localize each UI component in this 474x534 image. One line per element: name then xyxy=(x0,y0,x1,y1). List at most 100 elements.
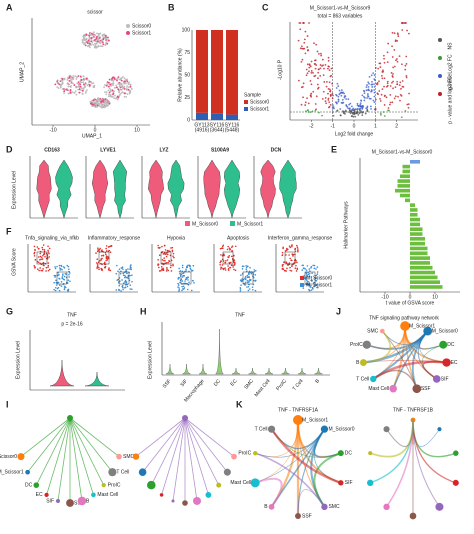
volcano-point xyxy=(398,55,401,58)
umap-point xyxy=(61,78,64,81)
gsva-point xyxy=(305,271,307,274)
volcano-point xyxy=(319,67,322,70)
box xyxy=(98,251,110,265)
violin xyxy=(203,159,221,219)
volcano-point xyxy=(311,110,314,113)
volcano-point xyxy=(370,107,372,110)
umap-point xyxy=(92,32,95,35)
volcano-point xyxy=(374,98,377,101)
volcano-point xyxy=(321,98,324,100)
volcano-point xyxy=(373,101,376,104)
volcano-point xyxy=(363,96,365,98)
volcano-point xyxy=(341,98,344,101)
gsva-point xyxy=(187,264,189,267)
volcano-point xyxy=(332,104,334,107)
umap-point xyxy=(110,95,113,98)
umap-point xyxy=(83,79,86,82)
gsva-point xyxy=(306,275,309,278)
gsva-point xyxy=(190,268,192,271)
volcano-point xyxy=(306,109,309,112)
umap-point xyxy=(92,34,95,37)
legend-swatch xyxy=(244,107,248,111)
bar xyxy=(410,222,420,227)
umap-point xyxy=(100,45,103,48)
gsva-point xyxy=(115,264,118,267)
gsva-point xyxy=(184,280,186,282)
node xyxy=(159,493,164,497)
volcano-point xyxy=(394,86,397,89)
gsva-point xyxy=(244,277,247,279)
gsva-point xyxy=(115,272,118,275)
umap-point xyxy=(107,104,109,107)
gsva-point xyxy=(48,247,51,250)
umap-point xyxy=(104,100,107,102)
umap-point xyxy=(109,88,112,91)
umap-point xyxy=(69,91,72,94)
umap-point xyxy=(103,86,106,88)
gsva-point xyxy=(100,254,103,257)
gsva-point xyxy=(226,248,229,251)
volcano-point xyxy=(348,103,351,106)
legend-label: Scissor0 xyxy=(250,99,269,105)
volcano-point xyxy=(391,81,393,84)
gene-title: LYVE1 xyxy=(100,147,116,153)
volcano-point xyxy=(392,73,394,75)
gsva-point xyxy=(297,249,299,252)
umap-point xyxy=(94,34,97,37)
volcano-point xyxy=(373,91,376,94)
gsva-point xyxy=(121,284,124,287)
node-label: T Cell xyxy=(255,426,268,432)
gsva-point xyxy=(168,260,171,263)
gsva-point xyxy=(101,268,103,270)
axis-label: GSVA Score xyxy=(11,248,17,276)
volcano-point xyxy=(302,82,305,85)
volcano-point xyxy=(352,109,355,112)
gsva-point xyxy=(62,274,64,276)
volcano-point xyxy=(340,89,343,92)
node-label: Mast Cell xyxy=(368,386,389,392)
gsva-point xyxy=(178,287,180,289)
umap-point xyxy=(129,85,132,88)
gsva-point xyxy=(311,287,314,289)
umap-point xyxy=(84,77,87,80)
umap-point xyxy=(108,78,111,81)
volcano-point xyxy=(367,85,370,88)
umap-point xyxy=(127,86,130,89)
gsva-point xyxy=(178,267,180,270)
bar xyxy=(410,203,415,207)
panel-title: TNF xyxy=(235,312,245,318)
umap-point xyxy=(122,75,124,78)
volcano-point xyxy=(379,100,382,102)
gsva-point xyxy=(164,249,167,251)
plot-title: Hypoxia xyxy=(167,235,185,241)
umap-point xyxy=(118,85,121,88)
volcano-point xyxy=(367,95,370,98)
umap-point xyxy=(95,37,98,40)
volcano-point xyxy=(364,112,367,115)
umap-point xyxy=(74,75,77,78)
gsva-point xyxy=(231,246,233,249)
umap-point xyxy=(118,83,121,86)
x-tick-label: -2 xyxy=(309,123,314,129)
umap-point xyxy=(106,42,109,45)
volcano-point xyxy=(304,30,307,33)
umap-point xyxy=(82,89,84,92)
gsva-point xyxy=(247,273,250,275)
gsva-point xyxy=(123,282,125,284)
umap-point xyxy=(73,84,76,86)
gsva-point xyxy=(220,260,222,262)
gsva-point xyxy=(240,274,242,276)
gsva-point xyxy=(68,273,70,276)
gsva-point xyxy=(281,254,284,257)
volcano-point xyxy=(304,104,307,106)
gsva-point xyxy=(181,276,184,278)
volcano-point xyxy=(386,61,389,64)
gsva-point xyxy=(54,274,57,277)
x-tick-label: EC xyxy=(229,378,238,387)
gsva-point xyxy=(232,264,234,267)
gsva-point xyxy=(124,286,127,289)
x-tick-label: T Cell xyxy=(292,378,305,392)
gsva-point xyxy=(310,284,312,287)
gsva-point xyxy=(120,290,122,292)
gsva-point xyxy=(248,280,250,282)
